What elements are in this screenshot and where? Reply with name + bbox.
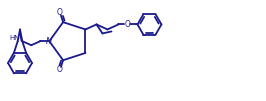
Text: O: O	[57, 65, 63, 74]
Text: HN: HN	[10, 35, 20, 41]
Text: O: O	[57, 8, 63, 17]
Text: O: O	[124, 20, 130, 29]
Text: N: N	[46, 37, 52, 46]
